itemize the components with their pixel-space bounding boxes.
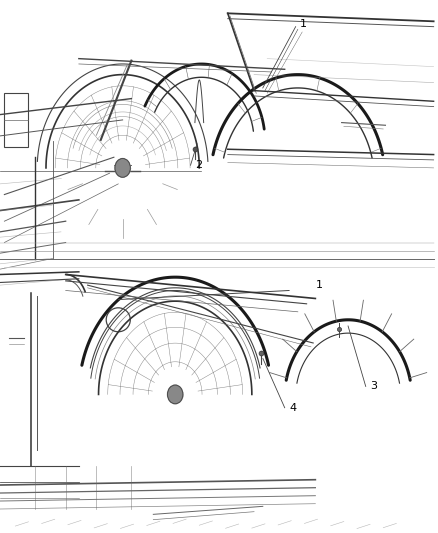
Bar	[4, 93, 28, 147]
Circle shape	[168, 385, 183, 404]
Bar	[4, 269, 434, 530]
Text: 1: 1	[300, 19, 307, 29]
Text: 2: 2	[195, 160, 202, 170]
Text: 3: 3	[370, 382, 377, 391]
Circle shape	[115, 159, 131, 177]
Bar	[4, 3, 434, 264]
Text: 1: 1	[315, 280, 322, 290]
Text: 4: 4	[289, 403, 296, 413]
